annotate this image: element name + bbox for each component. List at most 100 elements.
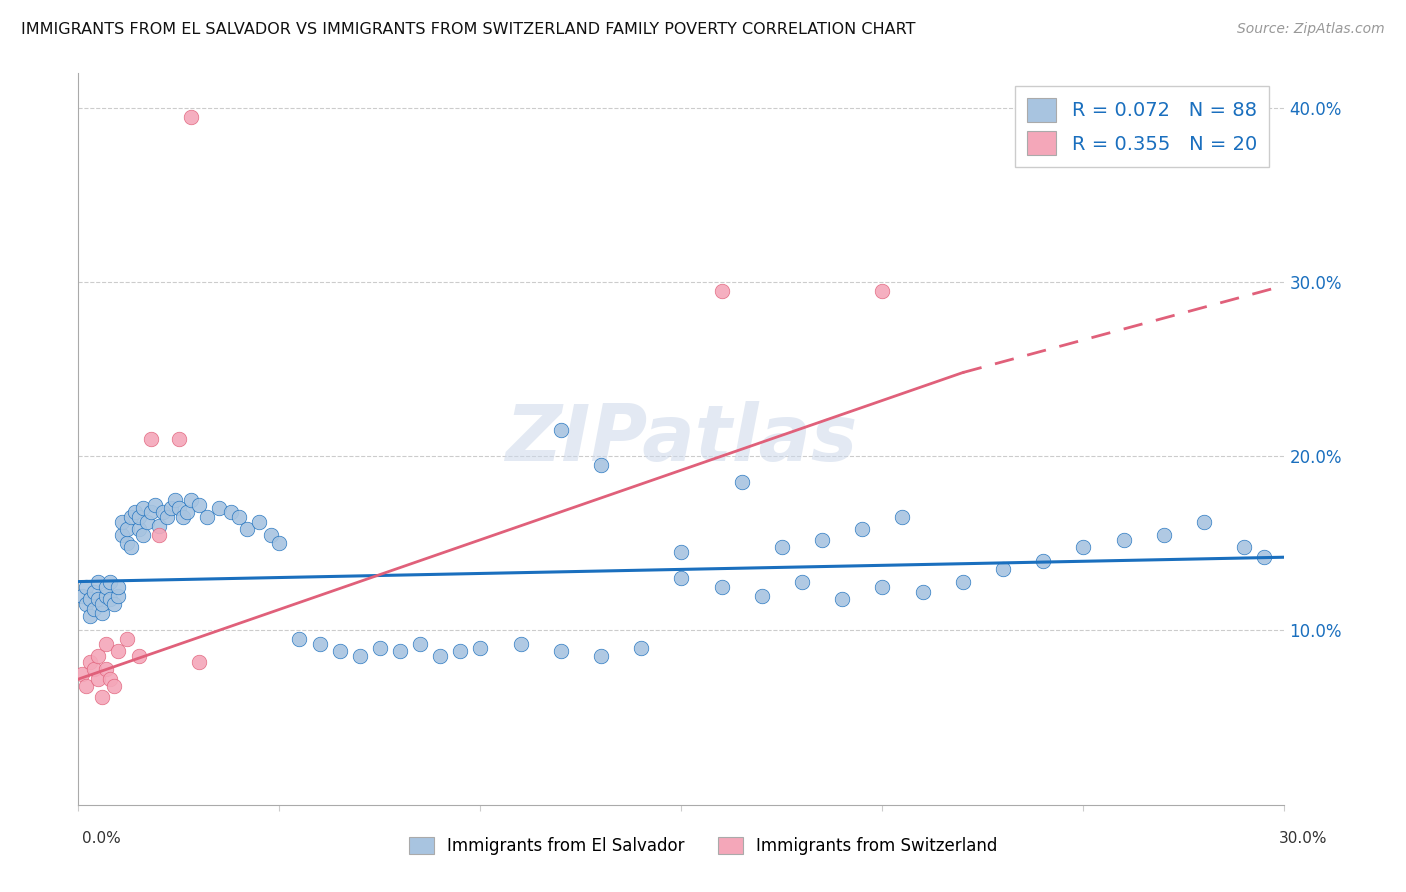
Point <box>75 679 97 693</box>
Point <box>449 644 471 658</box>
Point <box>952 574 974 589</box>
Point <box>219 505 242 519</box>
Point <box>79 609 101 624</box>
Point <box>87 672 110 686</box>
Point <box>83 602 105 616</box>
Point <box>388 644 411 658</box>
Point <box>195 510 218 524</box>
Point <box>87 592 110 607</box>
Point <box>107 644 129 658</box>
Point <box>152 505 174 519</box>
Point <box>124 505 146 519</box>
Point <box>349 649 371 664</box>
Point <box>630 640 652 655</box>
Point <box>107 580 129 594</box>
Point <box>589 649 612 664</box>
Point <box>329 644 352 658</box>
Point <box>429 649 451 664</box>
Point <box>236 522 259 536</box>
Point <box>131 527 153 541</box>
Point <box>79 655 101 669</box>
Point <box>1153 527 1175 541</box>
Text: ZIPatlas: ZIPatlas <box>505 401 858 476</box>
Point <box>103 679 125 693</box>
Point <box>187 498 209 512</box>
Point <box>911 585 934 599</box>
Point <box>143 498 166 512</box>
Point <box>589 458 612 472</box>
Point <box>83 585 105 599</box>
Point <box>550 423 572 437</box>
Point <box>167 501 190 516</box>
Point <box>730 475 752 490</box>
Point <box>1233 540 1256 554</box>
Point <box>368 640 391 655</box>
Point <box>872 580 894 594</box>
Point <box>96 662 118 676</box>
Point <box>148 519 170 533</box>
Legend: R = 0.072   N = 88, R = 0.355   N = 20: R = 0.072 N = 88, R = 0.355 N = 20 <box>1015 87 1268 167</box>
Point <box>671 571 693 585</box>
Text: IMMIGRANTS FROM EL SALVADOR VS IMMIGRANTS FROM SWITZERLAND FAMILY POVERTY CORREL: IMMIGRANTS FROM EL SALVADOR VS IMMIGRANT… <box>21 22 915 37</box>
Point <box>1112 533 1135 547</box>
Point <box>91 690 114 704</box>
Point <box>550 644 572 658</box>
Point <box>308 637 330 651</box>
Point <box>156 510 179 524</box>
Point <box>120 510 142 524</box>
Point <box>107 589 129 603</box>
Point <box>139 432 162 446</box>
Point <box>180 492 202 507</box>
Point <box>710 284 733 298</box>
Point <box>120 540 142 554</box>
Point <box>163 492 186 507</box>
Point <box>247 516 270 530</box>
Point <box>260 527 283 541</box>
Point <box>128 649 150 664</box>
Point <box>139 505 162 519</box>
Legend: Immigrants from El Salvador, Immigrants from Switzerland: Immigrants from El Salvador, Immigrants … <box>402 830 1004 862</box>
Point <box>91 597 114 611</box>
Point <box>180 110 202 124</box>
Point <box>115 522 138 536</box>
Point <box>72 589 94 603</box>
Point <box>288 632 311 646</box>
Point <box>115 632 138 646</box>
Point <box>710 580 733 594</box>
Point <box>851 522 873 536</box>
Point <box>751 589 773 603</box>
Point <box>128 510 150 524</box>
Text: 0.0%: 0.0% <box>82 831 121 846</box>
Text: 30.0%: 30.0% <box>1279 831 1327 846</box>
Point <box>96 580 118 594</box>
Point <box>111 516 134 530</box>
Point <box>228 510 250 524</box>
Point <box>671 545 693 559</box>
Point <box>1253 550 1275 565</box>
Point <box>96 637 118 651</box>
Point <box>115 536 138 550</box>
Point <box>75 580 97 594</box>
Point <box>91 606 114 620</box>
Point <box>131 501 153 516</box>
Point <box>96 589 118 603</box>
Point <box>187 655 209 669</box>
Point <box>891 510 914 524</box>
Point <box>770 540 793 554</box>
Point <box>176 505 198 519</box>
Point <box>148 527 170 541</box>
Point <box>87 574 110 589</box>
Point <box>831 592 853 607</box>
Point <box>811 533 834 547</box>
Point <box>1032 554 1054 568</box>
Point <box>1073 540 1095 554</box>
Point <box>991 562 1014 576</box>
Point <box>103 597 125 611</box>
Point <box>72 667 94 681</box>
Point <box>135 516 157 530</box>
Point <box>100 574 122 589</box>
Point <box>167 432 190 446</box>
Point <box>208 501 231 516</box>
Point <box>159 501 181 516</box>
Point <box>269 536 291 550</box>
